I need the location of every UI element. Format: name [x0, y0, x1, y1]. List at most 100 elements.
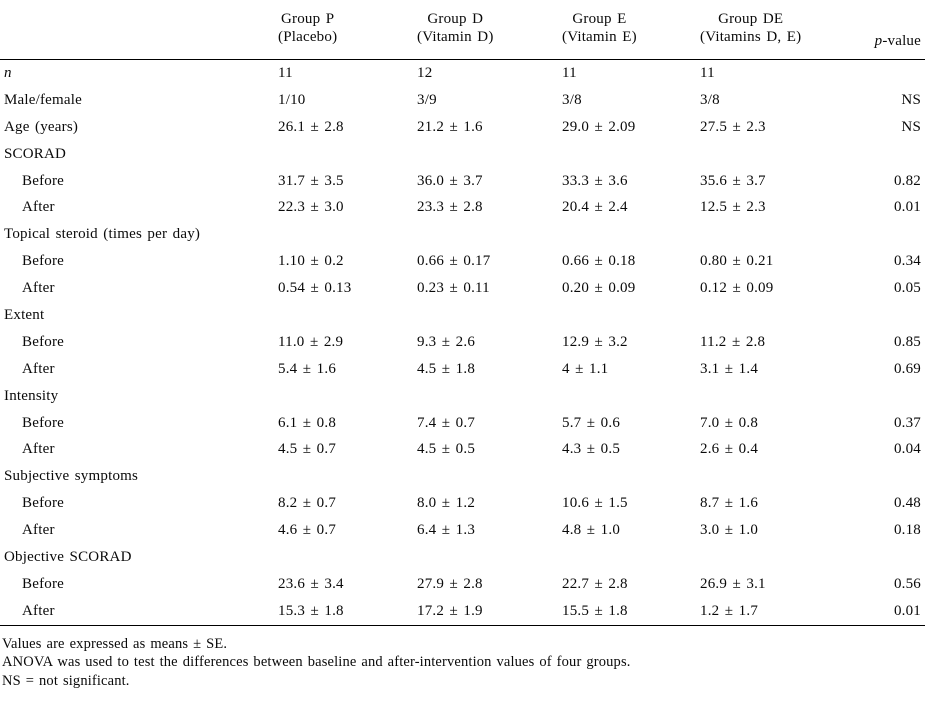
cell-value: 0.20 ± 0.09	[562, 280, 636, 297]
cell-pvalue: 0.34	[893, 253, 921, 270]
footnote-means-se: Values are expressed as means ± SE.	[2, 635, 228, 652]
cell-value: 4.3 ± 0.5	[562, 441, 621, 458]
cell-value	[278, 302, 417, 329]
cell-value: 0.54 ± 0.13	[278, 280, 352, 297]
group-e-subtitle: (Vitamin E)	[562, 29, 637, 45]
group-de-subtitle: (Vitamins D, E)	[700, 29, 802, 45]
footnotes: Values are expressed as means ± SE. ANOV…	[0, 635, 925, 691]
header-row: Group P (Placebo) Group D (Vitamin D) Gr…	[0, 6, 925, 60]
row-label: Subjective symptoms	[4, 468, 139, 485]
cell-pvalue: NS	[901, 118, 921, 135]
cell-value: 3/8	[700, 91, 720, 108]
cell-pvalue	[852, 221, 925, 248]
row-label: After	[0, 597, 278, 626]
cell-value	[562, 302, 700, 329]
cell-value: 23.3 ± 2.8	[417, 199, 483, 216]
cell-value	[562, 463, 700, 490]
cell-pvalue: 0.48	[893, 495, 921, 512]
cell-value: 4.6 ± 0.7	[278, 522, 337, 539]
cell-value: 5.4 ± 1.6	[278, 360, 337, 377]
cell-value: 1.2 ± 1.7	[700, 597, 852, 626]
row-label: Topical steroid (times per day)	[4, 226, 201, 243]
cell-value: 23.6 ± 3.4	[278, 575, 344, 592]
cell-pvalue: 0.82	[893, 172, 921, 189]
table-row: n 11 12 11 11	[0, 60, 925, 87]
table-row: Before 11.0 ± 2.9 9.3 ± 2.6 12.9 ± 3.2 11.2 …	[0, 329, 925, 356]
cell-value: 11	[278, 64, 293, 81]
cell-value	[417, 302, 562, 329]
cell-value	[700, 141, 852, 168]
cell-value: 8.2 ± 0.7	[278, 495, 337, 512]
header-empty-cell	[0, 6, 278, 60]
table-row: After 22.3 ± 3.0 23.3 ± 2.8 20.4 ± 2.4 12.5 …	[0, 194, 925, 221]
table-row: Before 6.1 ± 0.8 7.4 ± 0.7 5.7 ± 0.6 7.0 ± 0…	[0, 410, 925, 437]
header-group-d: Group D (Vitamin D)	[417, 6, 562, 60]
row-label: After	[22, 441, 55, 458]
cell-value: 29.0 ± 2.09	[562, 118, 636, 135]
row-label: Before	[22, 333, 65, 350]
section-row: Objective SCORAD	[0, 544, 925, 571]
cell-value	[700, 463, 852, 490]
cell-value	[278, 141, 417, 168]
cell-value: 22.3 ± 3.0	[278, 199, 344, 216]
cell-value: 1/10	[278, 91, 306, 108]
cell-value: 4.5 ± 1.8	[417, 360, 476, 377]
cell-value: 11.2 ± 2.8	[700, 333, 766, 350]
row-label: Age (years)	[4, 118, 79, 135]
cell-value: 6.4 ± 1.3	[417, 522, 476, 539]
cell-value: 4.5 ± 0.5	[417, 441, 476, 458]
section-row: Intensity	[0, 383, 925, 410]
pvalue-italic-p: p	[874, 33, 883, 49]
cell-value: 3/9	[417, 91, 437, 108]
cell-pvalue: 0.56	[893, 575, 921, 592]
table-row: After 5.4 ± 1.6 4.5 ± 1.8 4 ± 1.1 3.1 ± 1.4 0…	[0, 356, 925, 383]
cell-value: 12.5 ± 2.3	[700, 199, 766, 216]
footnote-ns: NS = not significant.	[2, 672, 130, 689]
cell-value: 22.7 ± 2.8	[562, 575, 628, 592]
cell-value: 1.10 ± 0.2	[278, 253, 344, 270]
row-label: After	[22, 280, 55, 297]
header-pvalue: p-value	[852, 6, 925, 60]
row-label: Before	[22, 172, 65, 189]
cell-pvalue: 0.18	[893, 522, 921, 539]
cell-value	[417, 544, 562, 571]
cell-value: 6.1 ± 0.8	[278, 414, 337, 431]
cell-value: 12.9 ± 3.2	[562, 333, 628, 350]
cell-pvalue: 0.04	[893, 441, 921, 458]
cell-value: 27.5 ± 2.3	[700, 118, 766, 135]
table-row: After 15.3 ± 1.8 17.2 ± 1.9 15.5 ± 1.8 1.2 ±…	[0, 597, 925, 626]
cell-value: 3.0 ± 1.0	[700, 522, 759, 539]
cell-value: 0.66 ± 0.17	[417, 253, 491, 270]
section-row: Extent	[0, 302, 925, 329]
table-row: After 4.5 ± 0.7 4.5 ± 0.5 4.3 ± 0.5 2.6 ± 0.…	[0, 436, 925, 463]
row-label: Extent	[4, 306, 45, 323]
table-body: n 11 12 11 11 Male/female 1/10 3/9 3/8 3/8 NS Age (…	[0, 60, 925, 626]
group-d-name: Group D	[427, 11, 484, 27]
cell-value: 35.6 ± 3.7	[700, 172, 766, 189]
table-row: Before 23.6 ± 3.4 27.9 ± 2.8 22.7 ± 2.8 26.9…	[0, 571, 925, 598]
cell-value: 26.1 ± 2.8	[278, 118, 344, 135]
row-label: After	[22, 199, 55, 216]
cell-value: 11	[700, 64, 715, 81]
cell-pvalue	[852, 463, 925, 490]
cell-pvalue: 0.69	[893, 360, 921, 377]
row-label: Male/female	[4, 91, 82, 108]
cell-value: 10.6 ± 1.5	[562, 495, 628, 512]
cell-value	[700, 221, 852, 248]
cell-value: 12	[417, 64, 433, 81]
cell-value: 0.12 ± 0.09	[700, 280, 774, 297]
cell-pvalue	[852, 141, 925, 168]
cell-value: 31.7 ± 3.5	[278, 172, 344, 189]
cell-pvalue: 0.37	[893, 414, 921, 431]
cell-value: 8.7 ± 1.6	[700, 495, 759, 512]
table-row: Before 8.2 ± 0.7 8.0 ± 1.2 10.6 ± 1.5 8.7 ± …	[0, 490, 925, 517]
table-header: Group P (Placebo) Group D (Vitamin D) Gr…	[0, 6, 925, 60]
row-label: SCORAD	[4, 145, 67, 162]
cell-pvalue	[852, 60, 925, 87]
cell-value	[278, 544, 417, 571]
cell-value: 17.2 ± 1.9	[417, 597, 562, 626]
section-row: SCORAD	[0, 141, 925, 168]
row-label: n	[4, 64, 12, 81]
table-row: After 4.6 ± 0.7 6.4 ± 1.3 4.8 ± 1.0 3.0 ± 1.…	[0, 517, 925, 544]
cell-value: 15.5 ± 1.8	[562, 597, 700, 626]
